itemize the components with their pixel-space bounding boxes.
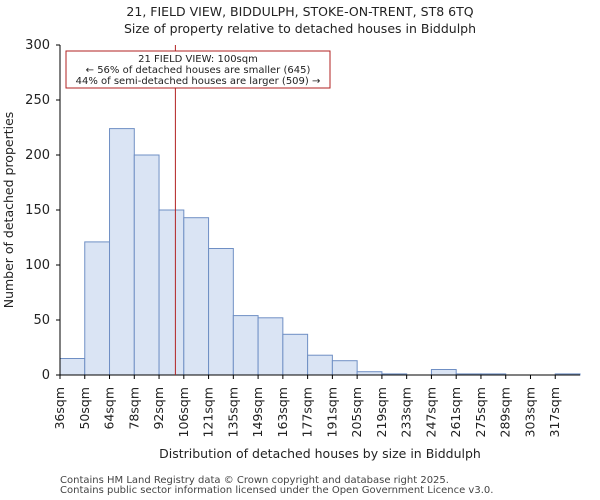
bar-106sqm xyxy=(183,217,210,376)
y-tick-label: 300 xyxy=(25,38,50,53)
x-tick-label: 303sqm xyxy=(522,387,537,437)
bar-78sqm xyxy=(133,154,160,376)
x-tick-label: 219sqm xyxy=(374,387,389,437)
y-tick-label: 150 xyxy=(25,203,50,218)
bar-36sqm xyxy=(59,358,86,376)
x-tick-label: 205sqm xyxy=(349,387,364,437)
chart-title: 21, FIELD VIEW, BIDDULPH, STOKE-ON-TRENT… xyxy=(126,4,474,19)
annotation-line-3: 44% of semi-detached houses are larger (… xyxy=(76,76,321,87)
bar-64sqm xyxy=(109,128,135,376)
x-tick-label: 50sqm xyxy=(77,387,92,430)
y-tick-label: 250 xyxy=(25,93,50,108)
x-tick-label: 135sqm xyxy=(225,387,240,437)
y-tick-label: 200 xyxy=(25,148,50,163)
x-tick-label: 191sqm xyxy=(324,387,339,437)
x-tick-label: 317sqm xyxy=(547,387,562,437)
x-tick-label: 106sqm xyxy=(176,387,191,437)
x-tick-label: 275sqm xyxy=(473,387,488,437)
bar-191sqm xyxy=(331,360,358,376)
x-tick-label: 64sqm xyxy=(102,387,117,430)
x-tick-label: 289sqm xyxy=(498,387,513,437)
bar-177sqm xyxy=(307,354,333,376)
annotation-line-2: ← 56% of detached houses are smaller (64… xyxy=(86,65,311,76)
x-tick-label: 92sqm xyxy=(151,387,166,430)
bar-135sqm xyxy=(232,315,259,376)
bar-163sqm xyxy=(282,333,309,376)
x-tick-label: 163sqm xyxy=(275,387,290,437)
footer-line-2: Contains public sector information licen… xyxy=(60,485,494,496)
x-tick-label: 233sqm xyxy=(399,387,414,437)
bar-92sqm xyxy=(158,209,185,376)
x-tick-label: 177sqm xyxy=(300,387,315,437)
y-tick-label: 50 xyxy=(33,313,50,328)
x-tick-label: 149sqm xyxy=(250,387,265,437)
bar-121sqm xyxy=(208,248,234,376)
y-tick-label: 100 xyxy=(25,258,50,273)
y-axis-label: Number of detached properties xyxy=(1,112,16,309)
bar-50sqm xyxy=(84,241,111,376)
x-tick-label: 247sqm xyxy=(423,387,438,437)
annotation-line-1: 21 FIELD VIEW: 100sqm xyxy=(138,54,258,65)
x-tick-label: 36sqm xyxy=(52,387,67,430)
x-axis-label: Distribution of detached houses by size … xyxy=(159,446,481,461)
x-tick-label: 261sqm xyxy=(448,387,463,437)
bar-149sqm xyxy=(257,317,284,376)
bar-247sqm xyxy=(430,369,457,376)
annotation-box xyxy=(65,50,331,89)
y-tick-label: 0 xyxy=(42,368,50,383)
x-tick-label: 78sqm xyxy=(126,387,141,430)
footer-line-1: Contains HM Land Registry data © Crown c… xyxy=(60,475,449,486)
chart-subtitle: Size of property relative to detached ho… xyxy=(123,21,477,36)
x-tick-label: 121sqm xyxy=(201,387,216,437)
